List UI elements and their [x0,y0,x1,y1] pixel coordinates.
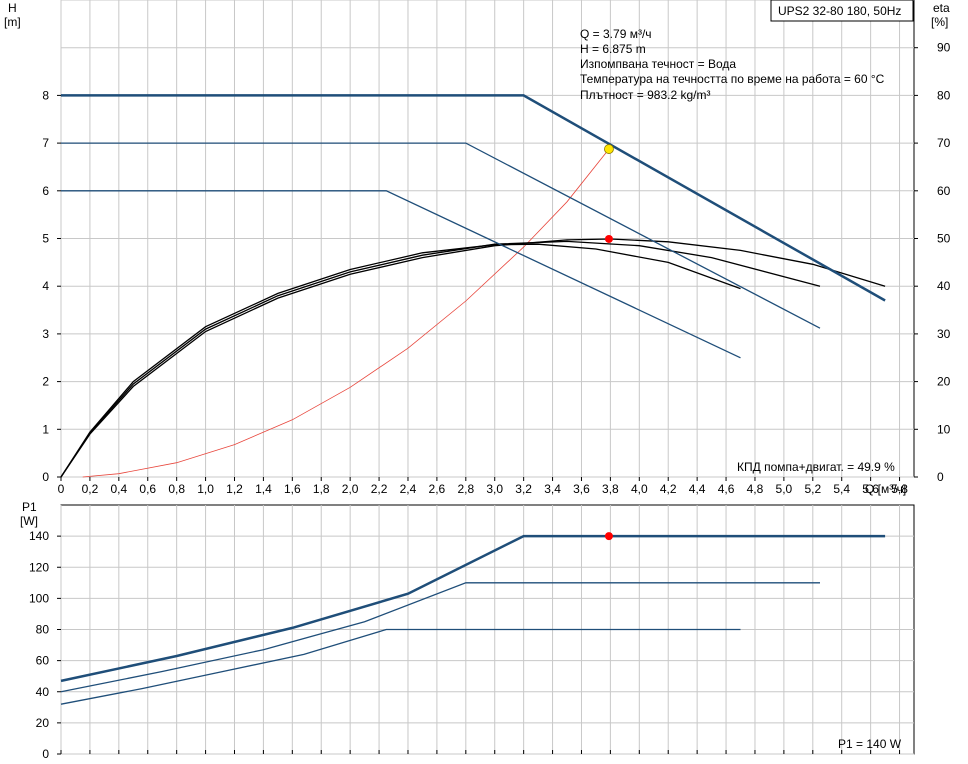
y-tick-label: 1 [42,422,49,436]
power-y-tick-label: 100 [29,591,49,605]
y-tick-label: 5 [42,232,49,246]
info-head: H = 6.875 m [580,42,646,56]
eta-axis-label: eta [933,1,950,15]
eta-tick-label: 0 [937,470,944,484]
power-y-tick-label: 60 [36,654,50,668]
model-box [770,0,914,22]
efficiency-readout: КПД помпа+двигат. = 49.9 % [737,460,895,474]
efficiency-point [604,234,613,243]
power-axis-ticks: 0 20 40 60 80 100 120 140 [29,529,901,761]
eta-tick-label: 40 [937,279,951,293]
head-curve [61,142,821,329]
x-tick-label: 1,8 [313,482,330,496]
power-point [604,532,613,541]
x-tick-label: 4,0 [631,482,648,496]
y-tick-label: 3 [42,327,49,341]
efficiency-curve [60,243,741,478]
x-tick-label: 3,0 [486,482,503,496]
x-tick-label: 4,6 [718,482,735,496]
system-curve [82,148,610,478]
head-axis-label-unit: [m] [4,15,21,29]
x-tick-label: 2,6 [429,482,446,496]
power-curve [60,628,741,705]
power-axis-label-p1: P1 [22,500,37,514]
x-tick-label: 3,4 [544,482,561,496]
x-tick-label: 5,6 [862,482,879,496]
eta-tick-label: 60 [937,184,951,198]
x-tick-label: 4,4 [689,482,706,496]
x-tick-label: 0,2 [82,482,99,496]
x-tick-label: 3,2 [515,482,532,496]
efficiency-curve [60,238,886,478]
y-tick-label: 8 [42,88,49,102]
x-tick-label: 2,0 [342,482,359,496]
info-liquid: Изпомпвана течност = Вода [580,57,736,71]
power-y-tick-label: 40 [36,685,50,699]
x-tick-label: 4,8 [747,482,764,496]
x-tick-label: 0,8 [168,482,185,496]
x-tick-label: 5,4 [833,482,850,496]
power-y-tick-label: 80 [36,623,50,637]
x-tick-label: 2,8 [457,482,474,496]
x-tick-label: 2,4 [400,482,417,496]
x-tick-label: 5,2 [804,482,821,496]
x-tick-label: 0,4 [110,482,127,496]
y-tick-label: 6 [42,184,49,198]
eta-tick-label: 90 [937,41,951,55]
eta-axis-label-unit: [%] [931,15,948,29]
x-tick-label: 5,8 [891,482,908,496]
info-density: Плътност = 983.2 kg/m³ [580,88,710,102]
power-curves [60,532,886,705]
y-tick-label: 4 [42,279,49,293]
power-axis-label-unit: [W] [20,514,38,528]
x-tick-label: 5,0 [776,482,793,496]
power-curve [60,534,886,683]
x-tick-label: 1,2 [226,482,243,496]
head-curve [61,94,886,302]
power-y-tick-label: 20 [36,716,50,730]
info-flow: Q = 3.79 м³/ч [580,27,652,41]
model-label: UPS2 32-80 180, 50Hz [778,4,901,18]
x-tick-label: 1,0 [197,482,214,496]
head-axis-label-h: H [8,1,17,15]
x-tick-label: 3,8 [602,482,619,496]
x-tick-label: 3,6 [573,482,590,496]
eta-tick-label: 20 [937,375,951,389]
power-curve [60,582,820,693]
head-curves [60,94,886,478]
power-y-tick-label: 0 [42,747,49,761]
x-axis-label: Q [м³/ч] [865,482,906,496]
eta-tick-label: 10 [937,422,951,436]
info-temperature: Температура на течността по време на раб… [580,72,885,86]
power-readout: P1 = 140 W [838,737,902,751]
x-tick-label: 1,4 [255,482,272,496]
x-tick-label: 0 [58,482,65,496]
eta-tick-label: 70 [937,136,951,150]
eta-tick-label: 30 [937,327,951,341]
x-tick-label: 1,6 [284,482,301,496]
y-tick-label: 2 [42,375,49,389]
head-curve [61,190,741,359]
duty-point [604,144,614,154]
power-y-tick-label: 140 [29,529,49,543]
head-grid [60,0,914,478]
head-axis-ticks: 0 0,2 0,4 0,6 0,8 1,0 1,2 1,4 1,6 1,8 2,0 2,2 2,4 2,6… [42,41,950,496]
y-tick-label: 0 [42,470,49,484]
power-y-tick-label: 120 [29,560,49,574]
y-tick-label: 7 [42,136,49,150]
efficiency-curve [60,240,821,478]
x-tick-label: 2,2 [371,482,388,496]
eta-tick-label: 80 [937,88,951,102]
eta-tick-label: 50 [937,232,951,246]
x-tick-label: 4,2 [660,482,677,496]
x-tick-label: 0,6 [139,482,156,496]
